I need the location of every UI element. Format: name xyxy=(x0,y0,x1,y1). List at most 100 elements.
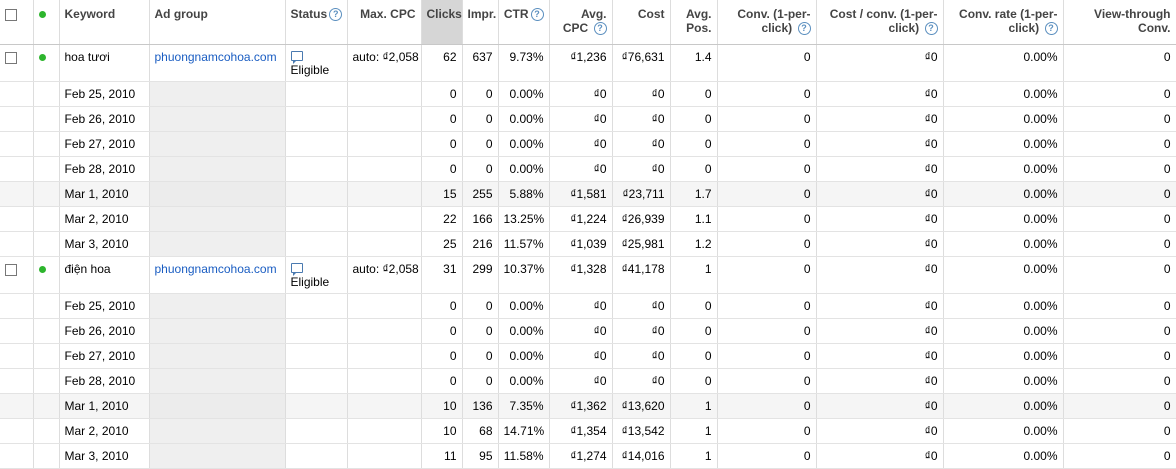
date-cell: Mar 2, 2010 xyxy=(59,206,150,232)
avg-pos-cell: 0 xyxy=(670,131,718,157)
ad-group-link[interactable]: phuongnamcohoa.com xyxy=(154,261,277,276)
empty-cell xyxy=(33,106,60,132)
row-checkbox[interactable] xyxy=(5,51,17,64)
empty-cell xyxy=(149,106,286,132)
empty-cell xyxy=(149,231,286,257)
empty-cell xyxy=(149,393,286,419)
date-row: Feb 25, 2010 0 0 0.00% ₫0 ₫0 0 0 ₫0 0.00% 0 xyxy=(0,293,1176,319)
impr-column-header[interactable]: Impr. xyxy=(462,0,499,45)
cost-column-header[interactable]: Cost xyxy=(612,0,671,45)
cost-conv-cell: ₫0 xyxy=(816,44,944,82)
date-row: Feb 26, 2010 0 0 0.00% ₫0 ₫0 0 0 ₫0 0.00% 0 xyxy=(0,318,1176,344)
ctr-cell: 0.00% xyxy=(498,318,550,344)
avg-cpc-cell: ₫0 xyxy=(549,293,613,319)
status-cell: Eligible xyxy=(285,256,348,294)
avg-cpc-cell: ₫0 xyxy=(549,156,613,182)
conv-rate-cell: 0.00% xyxy=(943,293,1064,319)
select-all-header xyxy=(0,0,34,45)
cost-cell: ₫0 xyxy=(612,156,671,182)
date-row: Feb 28, 2010 0 0 0.00% ₫0 ₫0 0 0 ₫0 0.00% 0 xyxy=(0,156,1176,182)
impr-cell: 136 xyxy=(462,393,499,419)
avg-cpc-column-header[interactable]: Avg. CPC ? xyxy=(549,0,613,45)
cost-conv-cell: ₫0 xyxy=(816,418,944,444)
impr-cell: 0 xyxy=(462,293,499,319)
view-through-column-header[interactable]: View-through Conv. xyxy=(1063,0,1176,45)
date-cell: Feb 25, 2010 xyxy=(59,293,150,319)
help-icon[interactable]: ? xyxy=(1044,22,1058,36)
cost-conv-cell: ₫0 xyxy=(816,81,944,107)
impr-cell: 0 xyxy=(462,106,499,132)
empty-cell xyxy=(149,293,286,319)
cost-cell: ₫0 xyxy=(612,81,671,107)
conv-rate-cell: 0.00% xyxy=(943,256,1064,294)
date-cell: Feb 26, 2010 xyxy=(59,318,150,344)
row-checkbox[interactable] xyxy=(5,263,17,276)
empty-cell xyxy=(149,418,286,444)
empty-cell xyxy=(347,131,422,157)
help-icon[interactable]: ? xyxy=(924,22,938,36)
view-through-cell: 0 xyxy=(1063,418,1176,444)
empty-cell xyxy=(285,106,348,132)
ctr-cell: 14.71% xyxy=(498,418,550,444)
cost-conv-cell: ₫0 xyxy=(816,256,944,294)
ctr-cell: 0.00% xyxy=(498,368,550,394)
avg-pos-cell: 0 xyxy=(670,368,718,394)
status-dot-header xyxy=(33,0,60,45)
conv-rate-column-header[interactable]: Conv. rate (1-per-click) ? xyxy=(943,0,1064,45)
keyword-column-header[interactable]: Keyword xyxy=(59,0,150,45)
max-cpc-cell[interactable]: auto: ₫2,058 xyxy=(347,44,422,82)
help-icon[interactable]: ? xyxy=(593,22,607,36)
clicks-column-header[interactable]: Clicks xyxy=(421,0,463,45)
avg-pos-column-header[interactable]: Avg. Pos. xyxy=(670,0,718,45)
max-cpc-column-header[interactable]: Max. CPC xyxy=(347,0,422,45)
cost-cell: ₫25,981 xyxy=(612,231,671,257)
empty-cell xyxy=(285,368,348,394)
ctr-column-header[interactable]: CTR? xyxy=(498,0,550,45)
cost-conv-column-header[interactable]: Cost / conv. (1-per-click) ? xyxy=(816,0,944,45)
impr-cell: 637 xyxy=(462,44,499,82)
empty-cell xyxy=(33,343,60,369)
speech-bubble-icon[interactable] xyxy=(290,262,303,276)
empty-cell xyxy=(0,231,34,257)
ctr-cell: 0.00% xyxy=(498,156,550,182)
ctr-cell: 0.00% xyxy=(498,131,550,157)
ad-group-link[interactable]: phuongnamcohoa.com xyxy=(154,49,277,64)
empty-cell xyxy=(0,106,34,132)
cost-conv-cell: ₫0 xyxy=(816,393,944,419)
avg-pos-cell: 0 xyxy=(670,106,718,132)
avg-cpc-cell: ₫1,328 xyxy=(549,256,613,294)
empty-cell xyxy=(347,368,422,394)
ad-group-column-header[interactable]: Ad group xyxy=(149,0,286,45)
ctr-cell: 0.00% xyxy=(498,293,550,319)
empty-cell xyxy=(347,418,422,444)
help-icon[interactable]: ? xyxy=(797,22,811,36)
cost-conv-cell: ₫0 xyxy=(816,293,944,319)
max-cpc-cell[interactable]: auto: ₫2,058 xyxy=(347,256,422,294)
impr-cell: 0 xyxy=(462,343,499,369)
select-all-checkbox[interactable] xyxy=(5,9,17,21)
enabled-dot-icon xyxy=(38,53,46,61)
date-cell: Feb 28, 2010 xyxy=(59,368,150,394)
cost-cell: ₫13,542 xyxy=(612,418,671,444)
cost-cell: ₫0 xyxy=(612,343,671,369)
empty-cell xyxy=(33,368,60,394)
empty-cell xyxy=(285,231,348,257)
ad-group-cell: phuongnamcohoa.com xyxy=(149,256,286,294)
speech-bubble-icon[interactable] xyxy=(290,50,303,64)
clicks-cell: 25 xyxy=(421,231,463,257)
clicks-cell: 0 xyxy=(421,81,463,107)
ctr-cell: 0.00% xyxy=(498,106,550,132)
empty-cell xyxy=(33,393,60,419)
help-icon[interactable]: ? xyxy=(530,8,544,22)
view-through-cell: 0 xyxy=(1063,156,1176,182)
conv-cell: 0 xyxy=(717,443,817,469)
help-icon[interactable]: ? xyxy=(329,8,343,22)
date-cell: Feb 27, 2010 xyxy=(59,343,150,369)
empty-cell xyxy=(0,368,34,394)
date-cell: Mar 1, 2010 xyxy=(59,393,150,419)
conv-column-header[interactable]: Conv. (1-per-click) ? xyxy=(717,0,817,45)
status-column-header[interactable]: Status? xyxy=(285,0,348,45)
view-through-cell: 0 xyxy=(1063,393,1176,419)
date-row: Feb 26, 2010 0 0 0.00% ₫0 ₫0 0 0 ₫0 0.00% 0 xyxy=(0,106,1176,132)
clicks-cell: 0 xyxy=(421,293,463,319)
